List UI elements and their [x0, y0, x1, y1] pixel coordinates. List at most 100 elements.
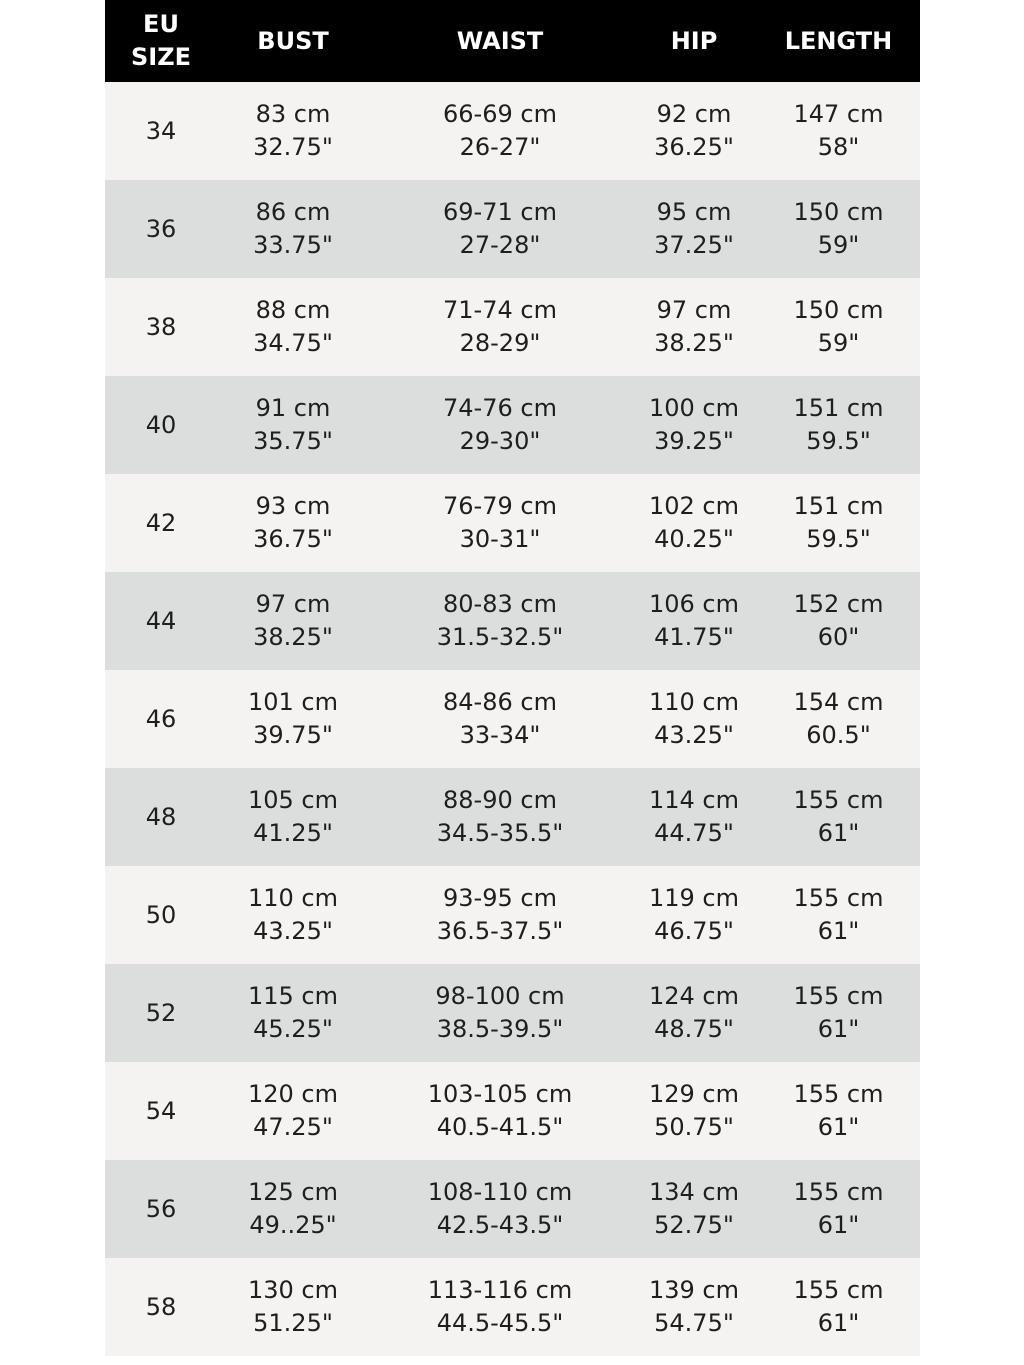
cell-value-size: 40 [145, 410, 177, 439]
cell-value-waist-in: 38.5-39.5" [436, 1015, 564, 1043]
cell-value-length-cm: 155 cm [793, 1178, 884, 1206]
table-row: 46 101 cm 39.75" 84-86 cm 33-34" 110 cm 43.25"… [105, 670, 920, 768]
cell-hip: 100 cm 39.25" [631, 392, 757, 458]
cell-value-hip-cm: 100 cm [648, 394, 739, 422]
cell-bust: 93 cm 36.75" [217, 490, 369, 556]
cell-value-length-cm: 154 cm [793, 688, 884, 716]
cell-hip: 139 cm 54.75" [631, 1274, 757, 1340]
cell-hip: 124 cm 48.75" [631, 980, 757, 1046]
cell-value-bust-in: 47.25" [253, 1113, 333, 1141]
header-eu-size-line2: SIZE [130, 43, 191, 71]
cell-size: 58 [105, 1291, 217, 1324]
cell-value-bust-cm: 125 cm [247, 1178, 338, 1206]
cell-value-waist-cm: 84-86 cm [443, 688, 557, 716]
cell-waist: 69-71 cm 27-28" [369, 196, 631, 262]
cell-waist: 93-95 cm 36.5-37.5" [369, 882, 631, 948]
cell-hip: 97 cm 38.25" [631, 294, 757, 360]
cell-length: 150 cm 59" [757, 196, 920, 262]
cell-waist: 74-76 cm 29-30" [369, 392, 631, 458]
cell-value-hip-in: 43.25" [654, 721, 734, 749]
cell-length: 155 cm 61" [757, 1176, 920, 1242]
cell-value-bust-in: 38.25" [253, 623, 333, 651]
cell-bust: 88 cm 34.75" [217, 294, 369, 360]
cell-length: 155 cm 61" [757, 1274, 920, 1340]
cell-value-waist-cm: 69-71 cm [443, 198, 557, 226]
cell-value-bust-in: 35.75" [253, 427, 333, 455]
cell-value-waist-in: 42.5-43.5" [436, 1211, 564, 1239]
cell-value-hip-cm: 139 cm [648, 1276, 739, 1304]
cell-hip: 134 cm 52.75" [631, 1176, 757, 1242]
cell-value-hip-cm: 110 cm [648, 688, 739, 716]
table-row: 42 93 cm 36.75" 76-79 cm 30-31" 102 cm 40.25" 1… [105, 474, 920, 572]
cell-size: 40 [105, 409, 217, 442]
header-length: LENGTH [784, 26, 893, 55]
cell-hip: 92 cm 36.25" [631, 98, 757, 164]
cell-value-length-in: 61" [817, 1309, 860, 1337]
cell-size: 52 [105, 997, 217, 1030]
cell-waist: 84-86 cm 33-34" [369, 686, 631, 752]
header-eu-size-line1: EU [143, 10, 179, 38]
cell-value-waist-in: 36.5-37.5" [436, 917, 564, 945]
cell-value-length-cm: 150 cm [793, 198, 884, 226]
cell-size: 56 [105, 1193, 217, 1226]
cell-value-waist-in: 28-29" [459, 329, 541, 357]
cell-length: 155 cm 61" [757, 784, 920, 850]
cell-value-hip-cm: 97 cm [656, 296, 732, 324]
cell-waist: 98-100 cm 38.5-39.5" [369, 980, 631, 1046]
cell-value-waist-cm: 74-76 cm [443, 394, 557, 422]
cell-hip: 119 cm 46.75" [631, 882, 757, 948]
cell-value-bust-cm: 91 cm [255, 394, 331, 422]
cell-value-waist-cm: 93-95 cm [443, 884, 557, 912]
cell-value-length-in: 61" [817, 819, 860, 847]
cell-value-waist-cm: 88-90 cm [443, 786, 557, 814]
cell-length: 150 cm 59" [757, 294, 920, 360]
cell-bust: 86 cm 33.75" [217, 196, 369, 262]
cell-value-hip-in: 46.75" [654, 917, 734, 945]
cell-value-length-in: 58" [817, 133, 860, 161]
cell-value-length-cm: 155 cm [793, 1080, 884, 1108]
header-bust: BUST [257, 26, 329, 55]
cell-value-length-in: 61" [817, 1015, 860, 1043]
cell-value-waist-in: 29-30" [459, 427, 541, 455]
cell-value-waist-cm: 113-116 cm [427, 1276, 573, 1304]
cell-value-hip-in: 40.25" [654, 525, 734, 553]
cell-hip: 114 cm 44.75" [631, 784, 757, 850]
cell-value-hip-in: 37.25" [654, 231, 734, 259]
cell-value-size: 44 [145, 606, 177, 635]
cell-value-hip-cm: 119 cm [648, 884, 739, 912]
cell-value-hip-in: 36.25" [654, 133, 734, 161]
cell-value-hip-in: 52.75" [654, 1211, 734, 1239]
table-row: 40 91 cm 35.75" 74-76 cm 29-30" 100 cm 39.25" 1… [105, 376, 920, 474]
cell-value-bust-in: 34.75" [253, 329, 333, 357]
table-row: 52 115 cm 45.25" 98-100 cm 38.5-39.5" 124 cm 4… [105, 964, 920, 1062]
cell-value-size: 42 [145, 508, 177, 537]
cell-value-length-cm: 155 cm [793, 786, 884, 814]
cell-size: 46 [105, 703, 217, 736]
cell-size: 34 [105, 115, 217, 148]
cell-value-hip-cm: 134 cm [648, 1178, 739, 1206]
table-row: 38 88 cm 34.75" 71-74 cm 28-29" 97 cm 38.25" 15… [105, 278, 920, 376]
cell-waist: 108-110 cm 42.5-43.5" [369, 1176, 631, 1242]
cell-value-length-in: 59" [817, 329, 860, 357]
cell-value-bust-cm: 83 cm [255, 100, 331, 128]
cell-value-waist-in: 40.5-41.5" [436, 1113, 564, 1141]
cell-bust: 101 cm 39.75" [217, 686, 369, 752]
cell-waist: 103-105 cm 40.5-41.5" [369, 1078, 631, 1144]
cell-value-waist-cm: 98-100 cm [435, 982, 565, 1010]
cell-value-length-cm: 155 cm [793, 1276, 884, 1304]
table-row: 36 86 cm 33.75" 69-71 cm 27-28" 95 cm 37.25" 15… [105, 180, 920, 278]
cell-bust: 110 cm 43.25" [217, 882, 369, 948]
cell-waist: 88-90 cm 34.5-35.5" [369, 784, 631, 850]
cell-value-bust-in: 41.25" [253, 819, 333, 847]
cell-value-bust-cm: 97 cm [255, 590, 331, 618]
cell-value-length-cm: 151 cm [793, 492, 884, 520]
cell-value-waist-cm: 80-83 cm [443, 590, 557, 618]
cell-value-hip-in: 48.75" [654, 1015, 734, 1043]
cell-value-waist-in: 34.5-35.5" [436, 819, 564, 847]
cell-value-length-in: 60" [817, 623, 860, 651]
cell-value-bust-in: 36.75" [253, 525, 333, 553]
cell-value-hip-cm: 102 cm [648, 492, 739, 520]
table-row: 34 83 cm 32.75" 66-69 cm 26-27" 92 cm 36.25" 14… [105, 82, 920, 180]
cell-value-hip-in: 38.25" [654, 329, 734, 357]
cell-value-waist-in: 30-31" [459, 525, 541, 553]
